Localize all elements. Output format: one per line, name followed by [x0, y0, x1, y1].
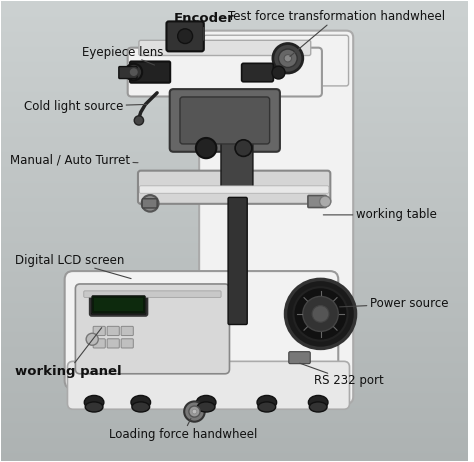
- Circle shape: [284, 55, 292, 62]
- Ellipse shape: [257, 395, 277, 409]
- Ellipse shape: [197, 402, 215, 412]
- FancyBboxPatch shape: [166, 21, 204, 51]
- FancyBboxPatch shape: [75, 284, 229, 374]
- Circle shape: [279, 49, 297, 67]
- FancyBboxPatch shape: [93, 326, 105, 335]
- Circle shape: [142, 195, 158, 212]
- FancyBboxPatch shape: [92, 296, 146, 314]
- Ellipse shape: [132, 402, 150, 412]
- FancyBboxPatch shape: [121, 326, 133, 335]
- Circle shape: [192, 409, 197, 414]
- Text: working panel: working panel: [15, 328, 121, 378]
- FancyBboxPatch shape: [128, 48, 322, 97]
- Text: Eyepiece lens: Eyepiece lens: [82, 46, 164, 65]
- FancyBboxPatch shape: [289, 352, 310, 364]
- Circle shape: [189, 406, 200, 417]
- FancyBboxPatch shape: [180, 97, 270, 144]
- FancyBboxPatch shape: [199, 30, 353, 404]
- Circle shape: [303, 297, 338, 331]
- FancyBboxPatch shape: [204, 35, 348, 86]
- FancyBboxPatch shape: [84, 291, 221, 298]
- Circle shape: [134, 116, 144, 125]
- Text: Encoder: Encoder: [173, 12, 234, 40]
- Ellipse shape: [131, 395, 151, 409]
- FancyBboxPatch shape: [64, 271, 338, 389]
- Ellipse shape: [85, 402, 103, 412]
- FancyBboxPatch shape: [119, 67, 137, 79]
- Text: Manual / Auto Turret: Manual / Auto Turret: [10, 153, 138, 166]
- Circle shape: [196, 138, 217, 158]
- Bar: [94, 298, 143, 311]
- Ellipse shape: [309, 395, 328, 409]
- FancyBboxPatch shape: [170, 89, 280, 152]
- Text: Loading force handwheel: Loading force handwheel: [109, 419, 257, 441]
- Ellipse shape: [310, 402, 327, 412]
- FancyBboxPatch shape: [142, 199, 157, 208]
- FancyBboxPatch shape: [93, 339, 105, 348]
- Circle shape: [312, 306, 329, 322]
- Circle shape: [293, 287, 347, 340]
- FancyBboxPatch shape: [121, 339, 133, 348]
- FancyBboxPatch shape: [67, 361, 349, 409]
- FancyBboxPatch shape: [139, 40, 311, 55]
- Circle shape: [272, 66, 285, 79]
- Circle shape: [273, 43, 303, 73]
- Text: RS 232 port: RS 232 port: [300, 363, 383, 387]
- Ellipse shape: [196, 395, 216, 409]
- Circle shape: [184, 401, 205, 422]
- Circle shape: [125, 64, 142, 80]
- Text: Digital LCD screen: Digital LCD screen: [15, 255, 131, 279]
- FancyBboxPatch shape: [107, 339, 119, 348]
- Text: Power source: Power source: [340, 297, 448, 310]
- FancyBboxPatch shape: [308, 195, 326, 207]
- Ellipse shape: [258, 402, 276, 412]
- Text: working table: working table: [323, 208, 437, 221]
- Circle shape: [86, 333, 98, 345]
- Circle shape: [235, 140, 252, 156]
- FancyBboxPatch shape: [90, 294, 147, 316]
- Circle shape: [319, 196, 331, 207]
- Circle shape: [178, 29, 192, 43]
- Ellipse shape: [84, 395, 104, 409]
- FancyBboxPatch shape: [139, 186, 329, 193]
- Circle shape: [129, 67, 138, 77]
- FancyBboxPatch shape: [228, 197, 247, 324]
- Text: Cold light source: Cold light source: [24, 100, 147, 113]
- FancyBboxPatch shape: [221, 140, 253, 189]
- Circle shape: [285, 280, 356, 348]
- FancyBboxPatch shape: [130, 61, 170, 83]
- FancyBboxPatch shape: [138, 170, 330, 204]
- Text: Test force transformation handwheel: Test force transformation handwheel: [228, 10, 446, 56]
- FancyBboxPatch shape: [242, 63, 273, 82]
- FancyBboxPatch shape: [107, 326, 119, 335]
